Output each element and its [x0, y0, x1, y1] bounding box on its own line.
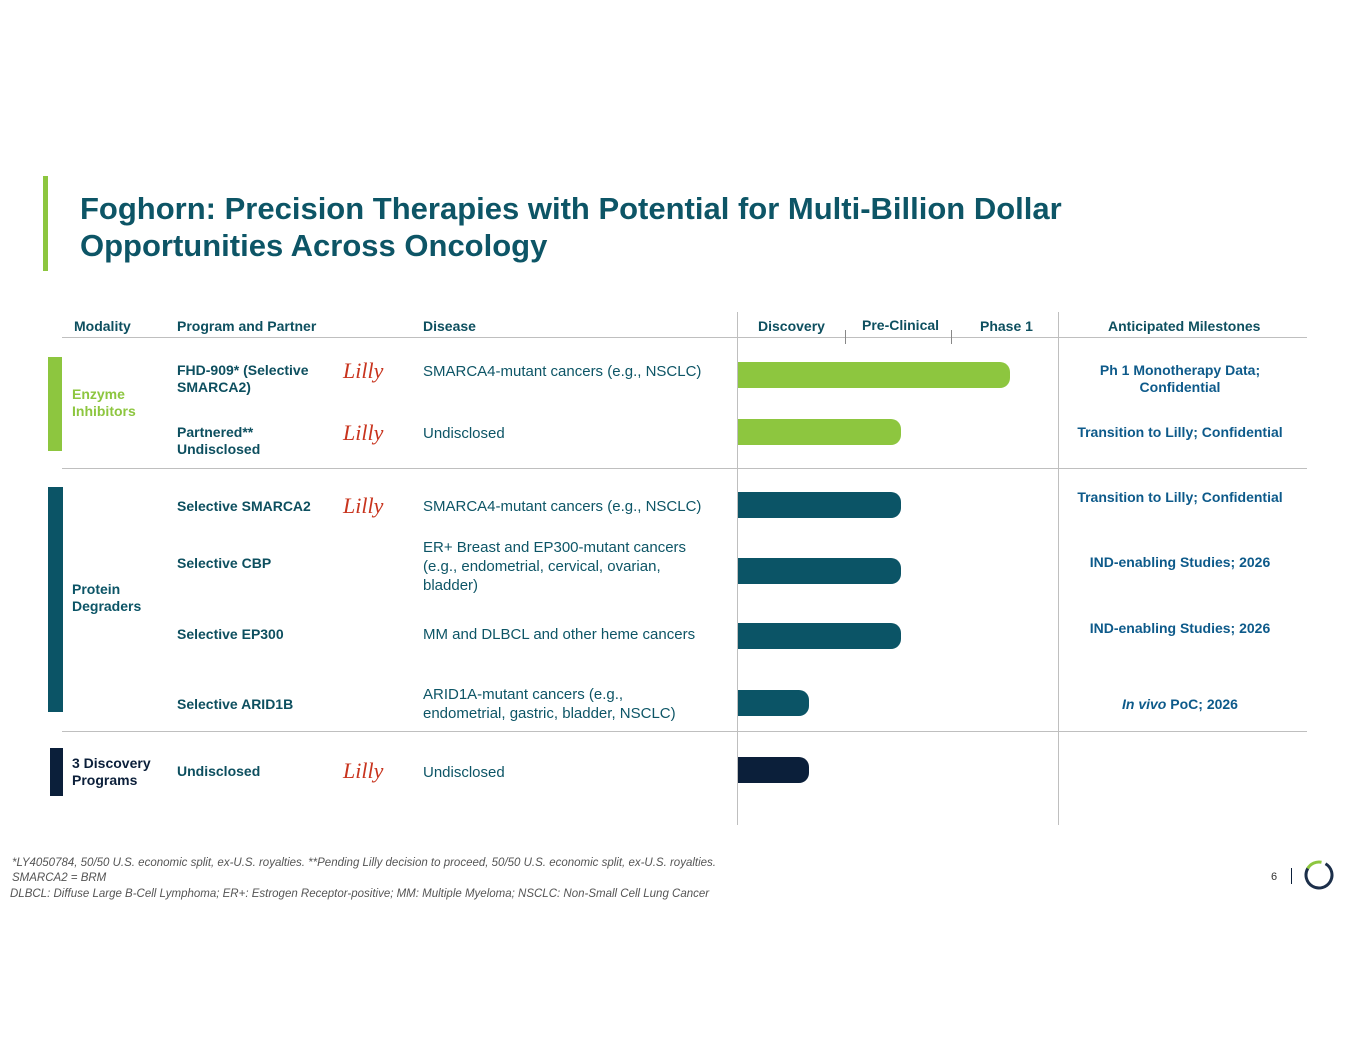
lilly-logo: Lilly — [343, 493, 384, 518]
program-name: Undisclosed — [177, 763, 261, 779]
page-divider — [1291, 868, 1292, 884]
progress-bar — [738, 419, 902, 445]
foghorn-logo-icon — [1304, 860, 1334, 890]
header-milestones: Anticipated Milestones — [1108, 318, 1261, 334]
program-name: Selective ARID1B — [177, 696, 294, 712]
column-divider — [1058, 312, 1059, 825]
milestone-italic: In vivo — [1122, 696, 1167, 712]
lilly-logo: Lilly — [343, 358, 384, 383]
disease-text: ARID1A-mutant cancers (e.g., endometrial… — [423, 686, 676, 722]
stage-tick — [845, 330, 846, 344]
header-modality: Modality — [74, 318, 131, 334]
milestone-text: Transition to Lilly; Confidential — [1077, 489, 1283, 505]
milestone-text: Transition to Lilly; Confidential — [1077, 424, 1283, 440]
lilly-logo: Lilly — [343, 420, 384, 445]
modality-discovery: 3 Discovery Programs — [72, 755, 151, 788]
progress-bar — [738, 362, 1011, 388]
header-program: Program and Partner — [177, 318, 317, 334]
header-preclinical: Pre-Clinical — [862, 317, 940, 333]
footnote: SMARCA2 = BRM — [12, 872, 107, 884]
disease-text: Undisclosed — [423, 425, 505, 442]
progress-bar — [738, 558, 902, 584]
program-name: Partnered** Undisclosed — [177, 424, 261, 457]
modality-enzyme: Enzyme Inhibitors — [72, 386, 136, 419]
program-name: Selective SMARCA2 — [177, 498, 311, 514]
program-name: FHD-909* (Selective SMARCA2) — [177, 362, 309, 395]
progress-bar — [738, 492, 902, 518]
header-phase1: Phase 1 — [980, 318, 1033, 334]
disease-text: SMARCA4-mutant cancers (e.g., NSCLC) — [423, 498, 702, 515]
program-name: Selective EP300 — [177, 626, 284, 642]
milestone-text: Ph 1 Monotherapy Data; Confidential — [1099, 362, 1261, 395]
page-number: 6 — [1271, 871, 1278, 883]
footnote: DLBCL: Diffuse Large B-Cell Lymphoma; ER… — [10, 888, 710, 900]
disease-text: SMARCA4-mutant cancers (e.g., NSCLC) — [423, 363, 702, 380]
milestone-text: IND-enabling Studies; 2026 — [1089, 554, 1271, 570]
disease-text: Undisclosed — [423, 764, 505, 781]
program-name: Selective CBP — [177, 555, 272, 571]
progress-bar — [738, 757, 810, 783]
footnote: *LY4050784, 50/50 U.S. economic split, e… — [12, 857, 716, 869]
row-divider — [62, 468, 1307, 469]
stage-tick — [951, 330, 952, 344]
page-title: Foghorn: Precision Therapies with Potent… — [80, 191, 1062, 263]
enzyme-modality-bar — [48, 357, 62, 451]
progress-bar — [738, 690, 810, 716]
title-accent-bar — [43, 176, 48, 271]
row-divider — [62, 731, 1307, 732]
discovery-modality-bar — [50, 748, 63, 796]
header-divider — [62, 337, 1307, 338]
lilly-logo: Lilly — [343, 758, 384, 783]
progress-bar — [738, 623, 902, 649]
degrader-modality-bar — [48, 487, 63, 712]
modality-degraders: Protein Degraders — [72, 581, 142, 614]
column-divider — [737, 312, 738, 825]
milestone-text: In vivo PoC; 2026 — [1070, 696, 1290, 713]
milestone-rest: PoC; 2026 — [1166, 696, 1238, 712]
disease-text: ER+ Breast and EP300-mutant cancers (e.g… — [423, 539, 687, 594]
header-disease: Disease — [423, 318, 476, 334]
header-discovery: Discovery — [758, 318, 825, 334]
disease-text: MM and DLBCL and other heme cancers — [423, 626, 696, 643]
milestone-text: IND-enabling Studies; 2026 — [1089, 620, 1271, 636]
